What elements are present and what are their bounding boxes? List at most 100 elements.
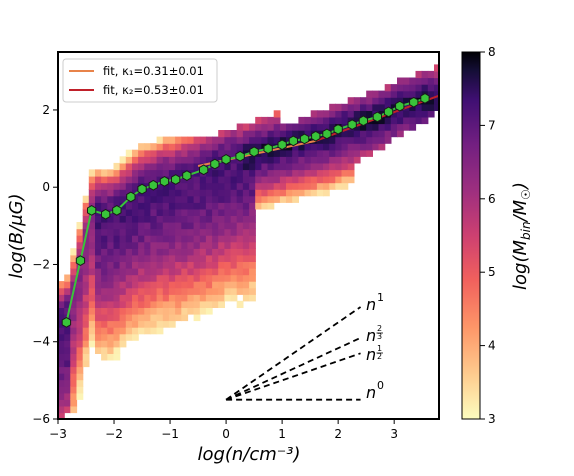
heatmap-cell xyxy=(261,176,269,184)
heatmap-cell xyxy=(181,313,189,322)
heatmap-cell xyxy=(113,248,121,256)
heatmap-cell xyxy=(261,189,269,197)
heatmap-cell xyxy=(150,254,158,262)
heatmap-cell xyxy=(132,287,139,295)
heatmap-cell xyxy=(353,136,361,144)
heatmap-cell xyxy=(82,254,90,262)
heatmap-cell xyxy=(242,268,250,276)
heatmap-cell xyxy=(199,254,207,262)
heatmap-cell xyxy=(434,84,439,92)
heatmap-cell xyxy=(397,110,404,118)
heatmap-cell xyxy=(347,136,355,144)
heatmap-cell xyxy=(144,169,152,177)
heatmap-cell xyxy=(249,287,256,295)
heatmap-cell xyxy=(101,307,108,315)
heatmap-cell xyxy=(119,281,127,289)
heatmap-cell xyxy=(113,313,121,322)
heatmap-cell xyxy=(267,169,275,177)
heatmap-cell xyxy=(156,281,164,289)
heatmap-cell xyxy=(329,143,336,151)
heatmap-cell xyxy=(132,202,139,210)
heatmap-cell xyxy=(113,353,121,361)
heatmap-cell xyxy=(150,241,158,249)
heatmap-cell xyxy=(261,162,269,171)
heatmap-cell xyxy=(255,130,262,138)
heatmap-cell xyxy=(119,176,127,184)
heatmap-cell xyxy=(267,189,275,197)
heatmap-cell xyxy=(242,182,250,190)
heatmap-cell xyxy=(224,169,232,177)
heatmap-cell xyxy=(403,77,410,85)
heatmap-cell xyxy=(366,103,373,111)
heatmap-cell xyxy=(249,248,256,256)
heatmap-cell xyxy=(64,340,71,348)
heatmap-cell xyxy=(107,261,115,269)
heatmap-cell xyxy=(82,202,90,210)
heatmap-cell xyxy=(212,182,219,190)
heatmap-cell xyxy=(267,176,275,184)
heatmap-cell xyxy=(138,176,145,184)
heatmap-cell xyxy=(230,156,238,164)
heatmap-cell xyxy=(242,162,250,171)
heatmap-cell xyxy=(119,307,127,315)
heatmap-cell xyxy=(193,182,201,190)
heatmap-cell xyxy=(279,182,287,190)
heatmap-cell xyxy=(138,248,145,256)
heatmap-cell xyxy=(64,307,71,315)
heatmap-cell xyxy=(286,156,293,164)
heatmap-cell xyxy=(175,254,182,262)
heatmap-cell xyxy=(138,195,145,203)
heatmap-cell xyxy=(76,307,84,315)
heatmap-cell xyxy=(255,176,262,184)
heatmap-cell xyxy=(101,281,108,289)
heatmap-cell xyxy=(156,162,164,171)
heatmap-cell xyxy=(415,103,423,111)
heatmap-cell xyxy=(70,346,78,354)
heatmap-cell xyxy=(249,294,256,302)
heatmap-cell xyxy=(119,241,127,249)
heatmap-cell xyxy=(107,300,115,308)
heatmap-cell xyxy=(403,123,410,131)
heatmap-cell xyxy=(261,116,269,125)
heatmap-cell xyxy=(138,307,145,315)
heatmap-cell xyxy=(378,97,386,105)
heatmap-cell xyxy=(205,228,213,236)
heatmap-cell xyxy=(236,182,244,190)
heatmap-cell xyxy=(218,130,225,138)
reference-slope-line-1 xyxy=(225,337,361,401)
heatmap-cell xyxy=(187,222,195,230)
heatmap-cell xyxy=(58,386,65,394)
heatmap-cell xyxy=(125,162,133,171)
heatmap-cell xyxy=(242,287,250,295)
heatmap-cell xyxy=(310,110,318,118)
heatmap-cell xyxy=(347,143,355,151)
heatmap-cell xyxy=(58,379,65,387)
median-marker xyxy=(372,111,382,123)
heatmap-cell xyxy=(205,202,213,210)
heatmap-cell xyxy=(242,254,250,262)
heatmap-cell xyxy=(107,274,115,282)
heatmap-cell xyxy=(101,294,108,302)
ref-label-n12: n xyxy=(366,345,376,364)
heatmap-cell xyxy=(181,300,189,308)
heatmap-cell xyxy=(64,287,71,295)
heatmap-cell xyxy=(224,195,232,203)
heatmap-cell xyxy=(199,202,207,210)
heatmap-cell xyxy=(150,235,158,243)
heatmap-cell xyxy=(113,235,121,243)
heatmap-cell xyxy=(150,320,158,328)
heatmap-cell xyxy=(113,261,121,269)
heatmap-cell xyxy=(366,149,373,157)
heatmap-cell xyxy=(310,176,318,184)
heatmap-cell xyxy=(218,162,225,171)
heatmap-cell xyxy=(372,103,380,111)
heatmap-cell xyxy=(199,300,207,308)
heatmap-cell xyxy=(138,169,145,177)
heatmap-cell xyxy=(76,359,84,368)
heatmap-cell xyxy=(64,386,71,394)
heatmap-cell xyxy=(360,97,367,105)
heatmap-cell xyxy=(162,307,170,315)
heatmap-cell xyxy=(64,392,71,400)
heatmap-cell xyxy=(360,143,367,151)
heatmap-cell xyxy=(224,294,232,302)
